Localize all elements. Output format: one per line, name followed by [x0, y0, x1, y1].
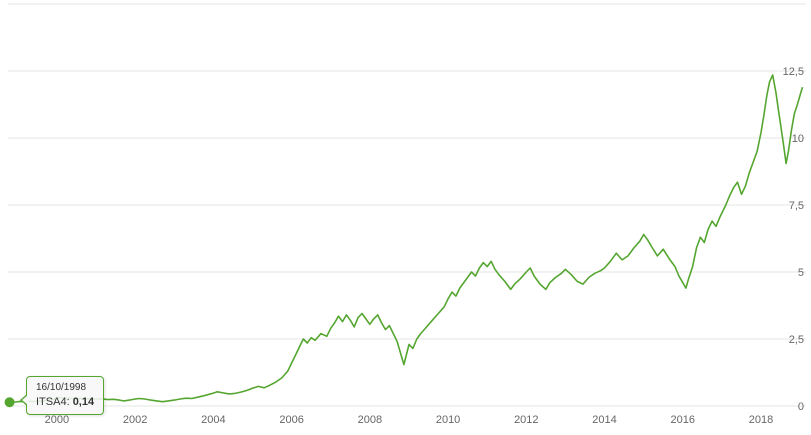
tooltip-value-row: ITSA4: 0,14: [36, 396, 94, 408]
y-axis-label: 10: [792, 133, 804, 145]
x-axis-label: 2010: [436, 414, 460, 426]
selected-point-marker: [4, 397, 15, 408]
x-axis-label: 2016: [671, 414, 695, 426]
x-axis-label: 2000: [45, 414, 69, 426]
x-axis-label: 2002: [123, 414, 147, 426]
tooltip-value: 0,14: [72, 396, 95, 408]
chart-tooltip: 16/10/1998 ITSA4: 0,14: [20, 376, 105, 415]
y-axis-label: 2,5: [789, 334, 804, 346]
tooltip-series-label: ITSA4:: [36, 396, 70, 408]
y-axis-label: 0: [798, 401, 804, 413]
y-axis-label: 5: [798, 267, 804, 279]
x-axis-label: 2004: [201, 414, 225, 426]
x-axis-label: 2012: [514, 414, 538, 426]
y-axis-label: 12,5: [783, 66, 804, 78]
x-axis-label: 2006: [279, 414, 303, 426]
x-axis-label: 2014: [592, 414, 616, 426]
x-axis-label: 2008: [358, 414, 382, 426]
y-axis-label: 7,5: [789, 200, 804, 212]
price-line: [9, 74, 804, 403]
x-axis-label: 2018: [749, 414, 773, 426]
tooltip-date: 16/10/1998: [36, 382, 87, 393]
